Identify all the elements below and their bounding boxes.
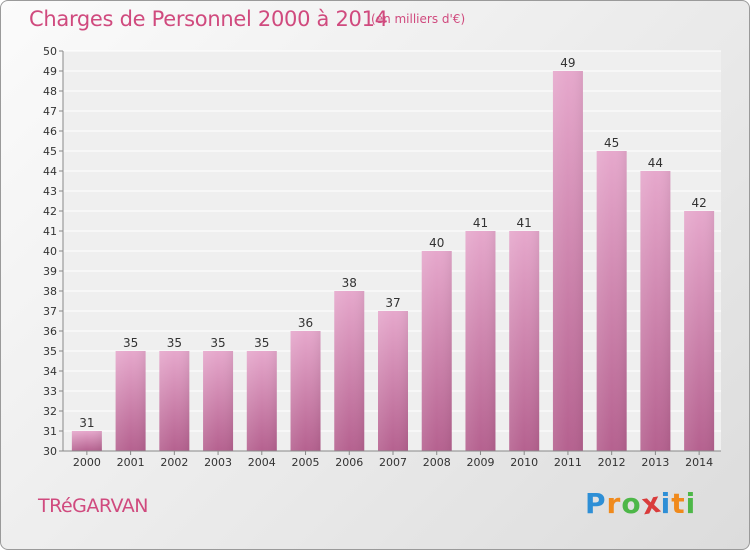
x-tick-label: 2010: [510, 456, 538, 469]
bar-shading: [378, 311, 408, 451]
chart-title: Charges de Personnel 2000 à 2014: [29, 7, 388, 31]
y-tick-label: 30: [43, 445, 57, 458]
bar-shading: [465, 231, 496, 451]
logo-letter: r: [606, 487, 622, 520]
y-tick-label: 35: [43, 345, 57, 358]
y-tick-label: 34: [43, 365, 57, 378]
x-tick-label: 2012: [598, 456, 626, 469]
y-tick-label: 32: [43, 405, 57, 418]
value-label: 42: [691, 196, 706, 210]
y-tick-labels: 30 31 32 33 34 35 36 37 38 39 40 41 42 43 44 45 46 47 48 49…: [43, 45, 57, 458]
bar-shading: [246, 351, 277, 451]
bar-shading: [115, 351, 146, 451]
y-tick-label: 44: [43, 165, 57, 178]
proxiti-logo: Proxiti: [585, 486, 697, 522]
y-tick-label: 40: [43, 245, 57, 258]
y-tick-label: 39: [43, 265, 57, 278]
y-tick-label: 47: [43, 105, 57, 118]
value-label: 49: [560, 56, 575, 70]
value-label: 35: [210, 336, 225, 350]
logo-letter: o: [621, 487, 642, 520]
value-label: 35: [254, 336, 269, 350]
value-label: 31: [79, 416, 94, 430]
y-tick-label: 37: [43, 305, 57, 318]
y-tick-label: 45: [43, 145, 57, 158]
bar-shading: [421, 251, 452, 451]
x-tick-label: 2004: [248, 456, 276, 469]
y-tick-label: 31: [43, 425, 57, 438]
x-tick-label: 2008: [423, 456, 451, 469]
bar-shading: [71, 431, 102, 451]
bar-shading: [290, 331, 321, 451]
x-tick-label: 2011: [554, 456, 582, 469]
bar-shading: [596, 151, 627, 451]
x-tick-labels: 2000 2001 2002 2003 2004 2005 2006 2007 2008 2009…: [73, 456, 713, 469]
y-tick-label: 42: [43, 205, 57, 218]
logo-letter: i: [685, 487, 697, 520]
chart-subtitle: (en milliers d'€): [371, 12, 466, 26]
bar-shading: [552, 71, 583, 451]
bar-shading: [334, 291, 365, 451]
y-tick-label: 49: [43, 65, 57, 78]
y-tick-label: 36: [43, 325, 57, 338]
x-tick-label: 2002: [160, 456, 188, 469]
commune-name: TRéGARVAN: [38, 495, 149, 517]
value-label: 38: [342, 276, 357, 290]
x-tick-label: 2006: [335, 456, 363, 469]
y-tick-label: 48: [43, 85, 57, 98]
y-tick-label: 50: [43, 45, 57, 58]
bar-shading: [684, 211, 715, 451]
x-tick-label: 2013: [641, 456, 669, 469]
x-tick-label: 2001: [117, 456, 145, 469]
value-label: 35: [123, 336, 138, 350]
y-tick-label: 41: [43, 225, 57, 238]
x-tick-label: 2009: [466, 456, 494, 469]
bars: [71, 71, 715, 451]
bar-shading: [203, 351, 234, 451]
x-tick-label: 2000: [73, 456, 101, 469]
bar-shading: [509, 231, 540, 451]
x-tick-label: 2003: [204, 456, 232, 469]
logo-letter: i: [660, 487, 672, 520]
value-label: 45: [604, 136, 619, 150]
value-label: 35: [167, 336, 182, 350]
value-label: 36: [298, 316, 313, 330]
value-label: 44: [648, 156, 663, 170]
bar-shading: [159, 351, 190, 451]
x-tick-label: 2005: [292, 456, 320, 469]
y-tick-label: 38: [43, 285, 57, 298]
value-label: 41: [473, 216, 488, 230]
value-labels: 31 35 35 35 35 36 38 37 40 41 41 49 45 44 42: [79, 56, 707, 430]
x-tick-label: 2014: [685, 456, 713, 469]
logo-letter: P: [585, 487, 607, 520]
logo-letter: t: [671, 487, 686, 520]
x-tick-label: 2007: [379, 456, 407, 469]
y-tick-label: 33: [43, 385, 57, 398]
value-label: 37: [385, 296, 400, 310]
value-label: 41: [517, 216, 532, 230]
bar-shading: [640, 171, 671, 451]
value-label: 40: [429, 236, 444, 250]
y-tick-label: 43: [43, 185, 57, 198]
y-tick-label: 46: [43, 125, 57, 138]
